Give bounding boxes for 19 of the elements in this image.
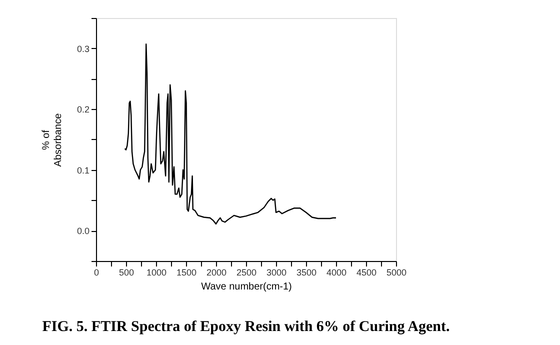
- x-tick-label: 2000: [206, 268, 227, 278]
- x-tick-label: 1500: [176, 268, 197, 278]
- x-tick-label: 3500: [296, 268, 317, 278]
- x-tick-label: 0: [94, 268, 100, 278]
- x-axis-title: Wave number(cm-1): [201, 282, 292, 292]
- line-series: [124, 44, 337, 225]
- text: FIG. 5. FTIR Spectra of Epoxy Resin with 6% of Curing Agent.: [42, 319, 450, 335]
- x-tick-label: 1000: [146, 268, 167, 278]
- x-tick-label: 4500: [356, 268, 377, 278]
- y-tick-label: 0.0: [76, 226, 90, 236]
- y-tick-label: 0.2: [76, 104, 90, 115]
- x-tick-label: 3000: [266, 268, 287, 278]
- x-tick-label: 4000: [326, 268, 347, 278]
- y-axis-title: % of Absorbance: [40, 112, 64, 167]
- y-tick-label: 0.1: [76, 165, 90, 176]
- x-tick-label: 5000: [386, 268, 407, 278]
- y-tick-label: 0.3: [76, 44, 90, 54]
- x-tick-label: 2500: [236, 268, 257, 278]
- x-tick-label: 500: [118, 268, 134, 278]
